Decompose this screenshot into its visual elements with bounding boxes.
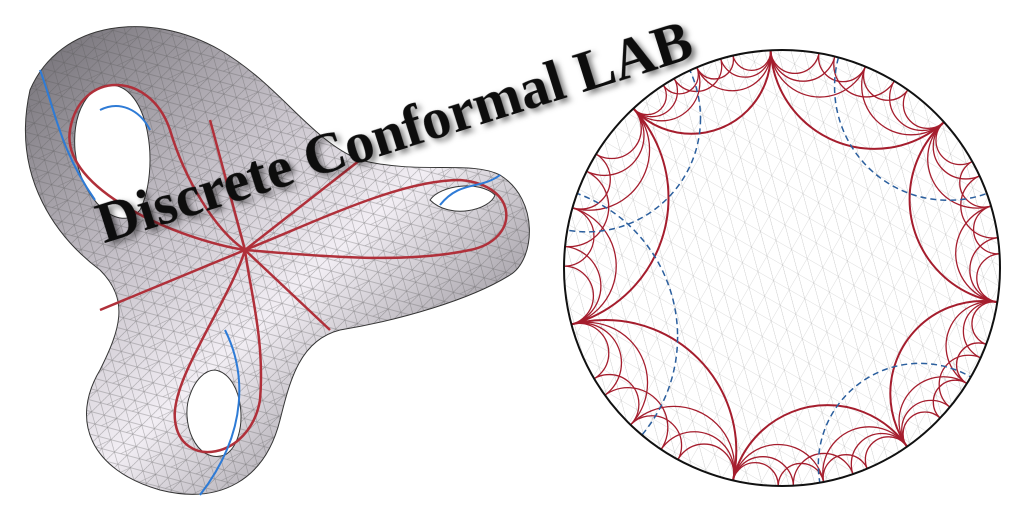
geodesic xyxy=(769,50,837,82)
geodesic xyxy=(955,203,1000,304)
geodesic xyxy=(969,236,1000,304)
geodesic xyxy=(731,456,795,486)
geodesic xyxy=(731,443,826,486)
geodesic xyxy=(777,462,825,486)
geodesic xyxy=(729,404,926,486)
geodesic xyxy=(564,245,602,327)
surface-mesh xyxy=(25,26,530,496)
geodesic xyxy=(564,183,679,486)
geodesic xyxy=(564,50,702,233)
geodesic xyxy=(889,299,1000,486)
geodesic xyxy=(564,204,617,328)
geodesic xyxy=(564,318,738,486)
geodesic xyxy=(976,253,1000,304)
geodesic xyxy=(769,50,820,75)
hyperbolic-disk xyxy=(563,49,1001,487)
geodesic xyxy=(769,50,980,150)
geodesic xyxy=(908,94,1000,305)
geodesic xyxy=(769,50,870,98)
geodesic xyxy=(564,65,670,330)
geodesic xyxy=(564,265,595,327)
